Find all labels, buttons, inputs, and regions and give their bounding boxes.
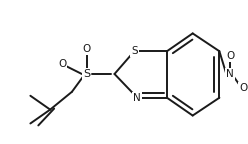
Text: O: O	[226, 51, 234, 61]
Text: S: S	[83, 69, 90, 79]
Text: N: N	[133, 93, 141, 103]
Text: O: O	[58, 59, 66, 69]
Text: O: O	[239, 83, 247, 93]
Text: O: O	[83, 44, 91, 54]
Text: N: N	[226, 69, 234, 79]
Text: S: S	[131, 46, 138, 56]
